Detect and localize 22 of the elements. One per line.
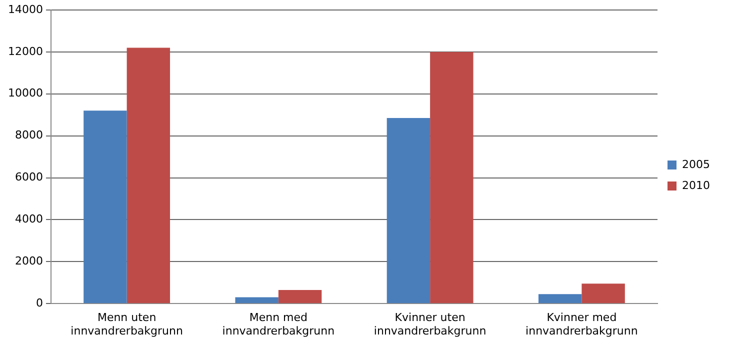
bar: [386, 118, 430, 304]
y-tick-label: 4000: [14, 212, 43, 226]
legend-label: 2010: [682, 178, 710, 192]
x-tick-label: Kvinner uten innvandrerbakgrunn: [374, 311, 486, 338]
bar: [582, 284, 625, 304]
y-tick-label: 6000: [14, 170, 43, 184]
y-tick-label: 14000: [8, 2, 43, 16]
bar: [538, 294, 582, 304]
y-tick-label: 2000: [14, 254, 43, 268]
y-tick-label: 0: [36, 296, 43, 310]
bar: [126, 48, 170, 304]
y-tick-label: 12000: [8, 44, 43, 58]
x-tick-label: Kvinner med innvandrerbakgrunn: [526, 311, 638, 338]
x-tick-label: Menn med innvandrerbakgrunn: [222, 311, 335, 338]
bar: [430, 52, 474, 304]
x-tick-label: Menn uten innvandrerbakgrunn: [70, 311, 183, 338]
y-tick-label: 10000: [8, 86, 43, 100]
legend-label: 2005: [682, 158, 710, 171]
y-tick-label: 8000: [14, 128, 43, 142]
bar: [278, 290, 322, 304]
bar: [235, 297, 278, 304]
bar: [84, 110, 127, 304]
